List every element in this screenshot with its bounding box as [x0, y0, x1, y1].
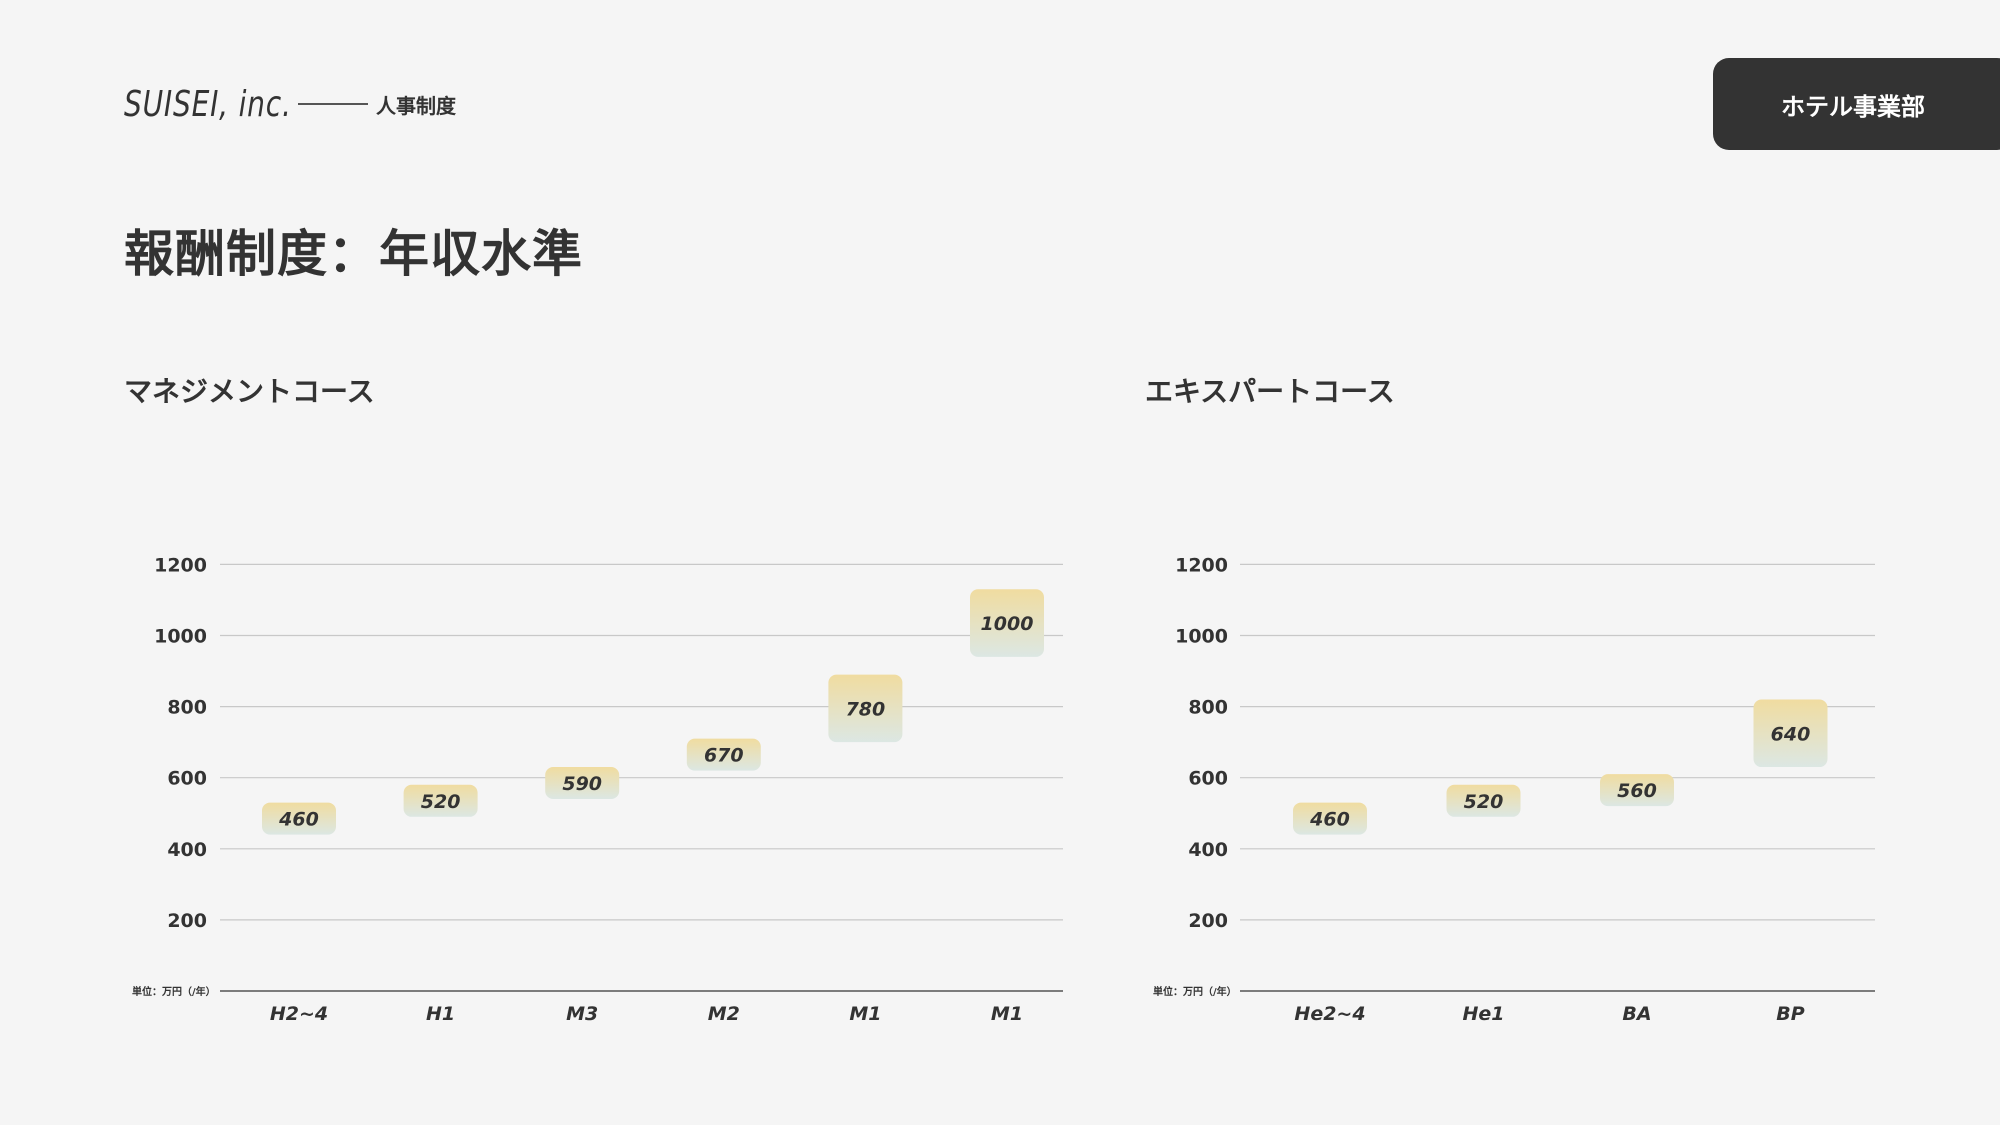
expert-course-title: エキスパートコース: [1145, 375, 1395, 408]
y-tick-label: 400: [1188, 839, 1228, 861]
x-category-label: BP: [1776, 1003, 1804, 1025]
x-category-label: M1: [991, 1003, 1023, 1025]
salary-range-bar: [1753, 699, 1828, 768]
bar-value-label: 1000: [981, 613, 1034, 635]
x-category-label: M2: [708, 1003, 740, 1025]
department-label: ホテル事業部: [1781, 92, 1925, 121]
salary-range-bar: [1293, 802, 1367, 835]
salary-range-bar: [828, 674, 903, 743]
y-tick-label: 200: [167, 910, 207, 932]
salary-range-bar: [403, 784, 478, 817]
bar-value-label: 780: [846, 698, 886, 720]
bar-value-label: 560: [1617, 780, 1657, 802]
unit-label: 単位：万円（/年）: [1153, 985, 1237, 998]
x-category-label: M1: [849, 1003, 881, 1025]
bar-value-label: 460: [278, 809, 319, 831]
x-category-label: H2~4: [270, 1003, 328, 1025]
header-divider-line: [298, 103, 368, 105]
unit-label: 単位：万円（/年）: [132, 985, 216, 998]
x-category-label: He1: [1462, 1003, 1504, 1025]
bar-value-label: 640: [1771, 723, 1811, 745]
salary-range-bar: [1600, 774, 1674, 807]
management-course-title: マネジメントコース: [124, 375, 375, 408]
y-tick-label: 600: [167, 768, 207, 790]
y-tick-label: 1200: [154, 554, 207, 576]
y-tick-label: 1000: [1175, 626, 1228, 648]
section-label: 人事制度: [376, 93, 456, 118]
y-tick-label: 800: [167, 697, 207, 719]
salary-range-bar: [1446, 784, 1521, 817]
bar-value-label: 670: [704, 745, 744, 767]
y-tick-label: 1200: [1175, 554, 1228, 576]
y-tick-label: 600: [1188, 768, 1228, 790]
bar-value-label: 590: [562, 773, 602, 795]
y-tick-label: 800: [1188, 697, 1228, 719]
brand-header: SUISEI, inc. 人事制度: [124, 82, 456, 126]
y-tick-label: 400: [167, 839, 207, 861]
bar-value-label: 520: [421, 791, 461, 813]
salary-range-bar: [545, 767, 620, 800]
x-category-label: H1: [426, 1003, 455, 1025]
page-title: 報酬制度：年収水準: [124, 225, 583, 283]
salary-range-bar: [262, 802, 336, 835]
salary-range-bar: [970, 589, 1044, 657]
x-category-label: M3: [566, 1003, 598, 1025]
bar-value-label: 520: [1464, 791, 1504, 813]
x-category-label: He2~4: [1294, 1003, 1365, 1025]
bar-value-label: 460: [1309, 809, 1350, 831]
y-tick-label: 200: [1188, 910, 1228, 932]
y-tick-label: 1000: [154, 626, 207, 648]
department-badge: ホテル事業部: [1713, 58, 2000, 150]
x-category-label: BA: [1622, 1003, 1651, 1025]
salary-range-bar: [686, 738, 761, 771]
